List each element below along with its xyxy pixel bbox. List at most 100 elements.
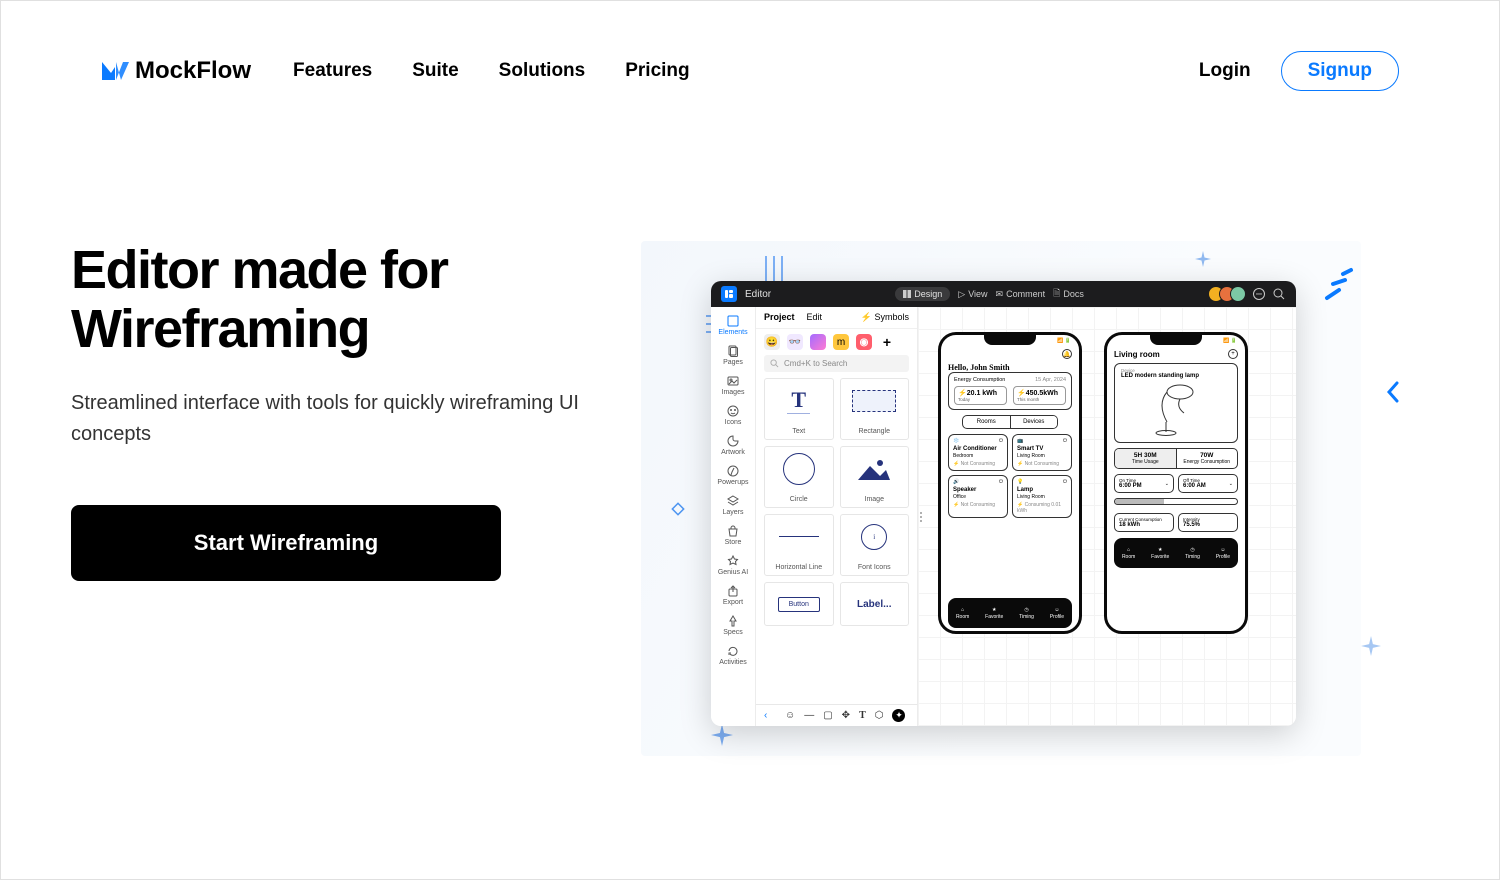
nav-suite[interactable]: Suite: [412, 60, 458, 82]
room-header: Living room: [1114, 350, 1160, 359]
add-icon[interactable]: +: [1228, 349, 1238, 359]
zoom-icon[interactable]: [1272, 287, 1286, 301]
kit-chip[interactable]: [810, 334, 826, 350]
pages-icon: [726, 344, 740, 358]
sidebar-item-pages[interactable]: Pages: [711, 341, 755, 371]
docs-link[interactable]: 🗎 Docs: [1053, 286, 1084, 302]
sidebar-item-specs[interactable]: Specs: [711, 611, 755, 641]
collaborator-avatars[interactable]: [1208, 286, 1246, 302]
chat-icon[interactable]: [1252, 287, 1266, 301]
element-button[interactable]: Button: [764, 582, 834, 626]
wireframe-phone-2[interactable]: 📶 🔋 Living room + Device LED modern stan…: [1104, 332, 1248, 634]
sidebar-item-genius-ai[interactable]: Genius AI: [711, 551, 755, 581]
nav-favorite[interactable]: ★Favorite: [985, 607, 1003, 620]
activities-icon: [726, 644, 740, 658]
nav-profile[interactable]: ☺Profile: [1050, 607, 1064, 620]
search-icon: [770, 359, 779, 368]
sidebar-item-activities[interactable]: Activities: [711, 641, 755, 671]
design-canvas[interactable]: 📶 🔋 🔔 Hello, John Smith Energy Consumpti…: [918, 307, 1296, 726]
kit-chip[interactable]: 👓: [787, 334, 803, 350]
diamond-icon: [671, 502, 685, 516]
text-tool-icon[interactable]: T: [859, 710, 866, 721]
tab-edit[interactable]: Edit: [807, 312, 823, 323]
bottom-nav[interactable]: ⌂Room ★Favorite ◷Timing ☺Profile: [1114, 538, 1238, 568]
nav-pricing[interactable]: Pricing: [625, 60, 689, 82]
sidebar-item-icons[interactable]: Icons: [711, 401, 755, 431]
artwork-icon: [726, 434, 740, 448]
tab-rooms[interactable]: Rooms: [963, 416, 1011, 428]
view-link[interactable]: ▷ View: [958, 289, 987, 300]
start-wireframing-button[interactable]: Start Wireframing: [71, 505, 501, 581]
nav-room[interactable]: ⌂Room: [956, 607, 969, 620]
add-kit-button[interactable]: +: [879, 334, 895, 350]
sparkle-icon: [711, 724, 733, 746]
on-time-field[interactable]: On Time6:00 PM⌄: [1114, 474, 1174, 493]
element-image[interactable]: Image: [840, 446, 910, 508]
element-hline[interactable]: Horizontal Line: [764, 514, 834, 576]
line-tool-icon[interactable]: —: [804, 710, 814, 721]
more-tool-icon[interactable]: ✦: [892, 709, 905, 722]
element-rectangle[interactable]: Rectangle: [840, 378, 910, 440]
search-input[interactable]: Cmd+K to Search: [764, 355, 909, 372]
logo-mark-icon: [101, 60, 129, 82]
ai-icon: [726, 554, 740, 568]
back-icon[interactable]: ‹: [764, 710, 776, 722]
left-sidebar: Elements Pages Images Icons: [711, 307, 756, 726]
device-card[interactable]: 🔊 ⏻SpeakerOffice⚡ Not Consuming: [948, 475, 1008, 518]
sidebar-item-artwork[interactable]: Artwork: [711, 431, 755, 461]
sidebar-item-powerups[interactable]: Powerups: [711, 461, 755, 491]
nav-favorite[interactable]: ★Favorite: [1151, 547, 1169, 560]
brand-name: MockFlow: [135, 57, 251, 85]
sidebar-item-store[interactable]: Store: [711, 521, 755, 551]
comment-link[interactable]: ✉ Comment: [996, 289, 1046, 300]
kit-chip[interactable]: m: [833, 334, 849, 350]
signup-button[interactable]: Signup: [1281, 51, 1399, 91]
nav-solutions[interactable]: Solutions: [499, 60, 586, 82]
nav-profile[interactable]: ☺Profile: [1216, 547, 1230, 560]
kit-chip[interactable]: ◉: [856, 334, 872, 350]
bottom-nav[interactable]: ⌂Room ★Favorite ◷Timing ☺Profile: [948, 598, 1072, 628]
symbols-link[interactable]: ⚡ Symbols: [861, 312, 909, 323]
room-device-tabs[interactable]: Rooms Devices: [962, 415, 1058, 429]
element-label[interactable]: Label...: [840, 582, 910, 626]
headline-line-1: Editor made for: [71, 240, 448, 300]
bottom-toolbar: ‹ ☺ — ▢ ✥ T ⬡ ✦: [756, 704, 918, 726]
sidebar-item-images[interactable]: Images: [711, 371, 755, 401]
device-card[interactable]: ❄️ ⏻Air ConditionerBedroom⚡ Not Consumin…: [948, 434, 1008, 471]
brand-logo[interactable]: MockFlow: [101, 57, 251, 85]
element-text[interactable]: T Text: [764, 378, 834, 440]
notification-icon[interactable]: 🔔: [1062, 349, 1072, 359]
login-link[interactable]: Login: [1199, 60, 1251, 82]
progress-bar[interactable]: [1114, 498, 1238, 505]
elements-panel: Project Edit ⚡ Symbols 😀 👓 m ◉ +: [756, 307, 918, 726]
sidebar-item-elements[interactable]: Elements: [711, 311, 755, 341]
nav-timing[interactable]: ◷Timing: [1019, 607, 1034, 620]
chevron-down-icon: ⌄: [1229, 481, 1233, 487]
off-time-field[interactable]: Off Time6:00 AM⌄: [1178, 474, 1238, 493]
sidebar-item-export[interactable]: Export: [711, 581, 755, 611]
emoji-tool-icon[interactable]: ☺: [785, 710, 795, 721]
kit-chip[interactable]: 😀: [764, 334, 780, 350]
nav-features[interactable]: Features: [293, 60, 372, 82]
chevron-left-icon: [1385, 381, 1401, 403]
nav-room[interactable]: ⌂Room: [1122, 547, 1135, 560]
element-fonticons[interactable]: i Font Icons: [840, 514, 910, 576]
editor-window: Editor Design ▷ View ✉ Comment 🗎 Docs: [711, 281, 1296, 726]
cube-tool-icon[interactable]: ⬡: [875, 710, 884, 721]
resize-handle-icon[interactable]: [918, 512, 924, 522]
hero-text-column: Editor made for Wireframing Streamlined …: [71, 241, 601, 756]
nav-timing[interactable]: ◷Timing: [1185, 547, 1200, 560]
lamp-illustration-icon: [1121, 379, 1231, 436]
tab-project[interactable]: Project: [764, 312, 795, 323]
wireframe-phone-1[interactable]: 📶 🔋 🔔 Hello, John Smith Energy Consumpti…: [938, 332, 1082, 634]
device-card[interactable]: 📺 ⏻Smart TVLiving Room⚡ Not Consuming: [1012, 434, 1072, 471]
design-mode-button[interactable]: Design: [895, 287, 950, 301]
tab-devices[interactable]: Devices: [1011, 416, 1058, 428]
move-tool-icon[interactable]: ✥: [842, 710, 850, 721]
sidebar-item-layers[interactable]: Layers: [711, 491, 755, 521]
layers-icon: [726, 494, 740, 508]
stat-pair: 5H 30MTime Usage 70WEnergy Consumption: [1114, 448, 1238, 469]
element-circle[interactable]: Circle: [764, 446, 834, 508]
rect-tool-icon[interactable]: ▢: [823, 710, 832, 721]
device-card[interactable]: 💡 ⏻LampLiving Room⚡ Consuming 0.01 kWh: [1012, 475, 1072, 518]
